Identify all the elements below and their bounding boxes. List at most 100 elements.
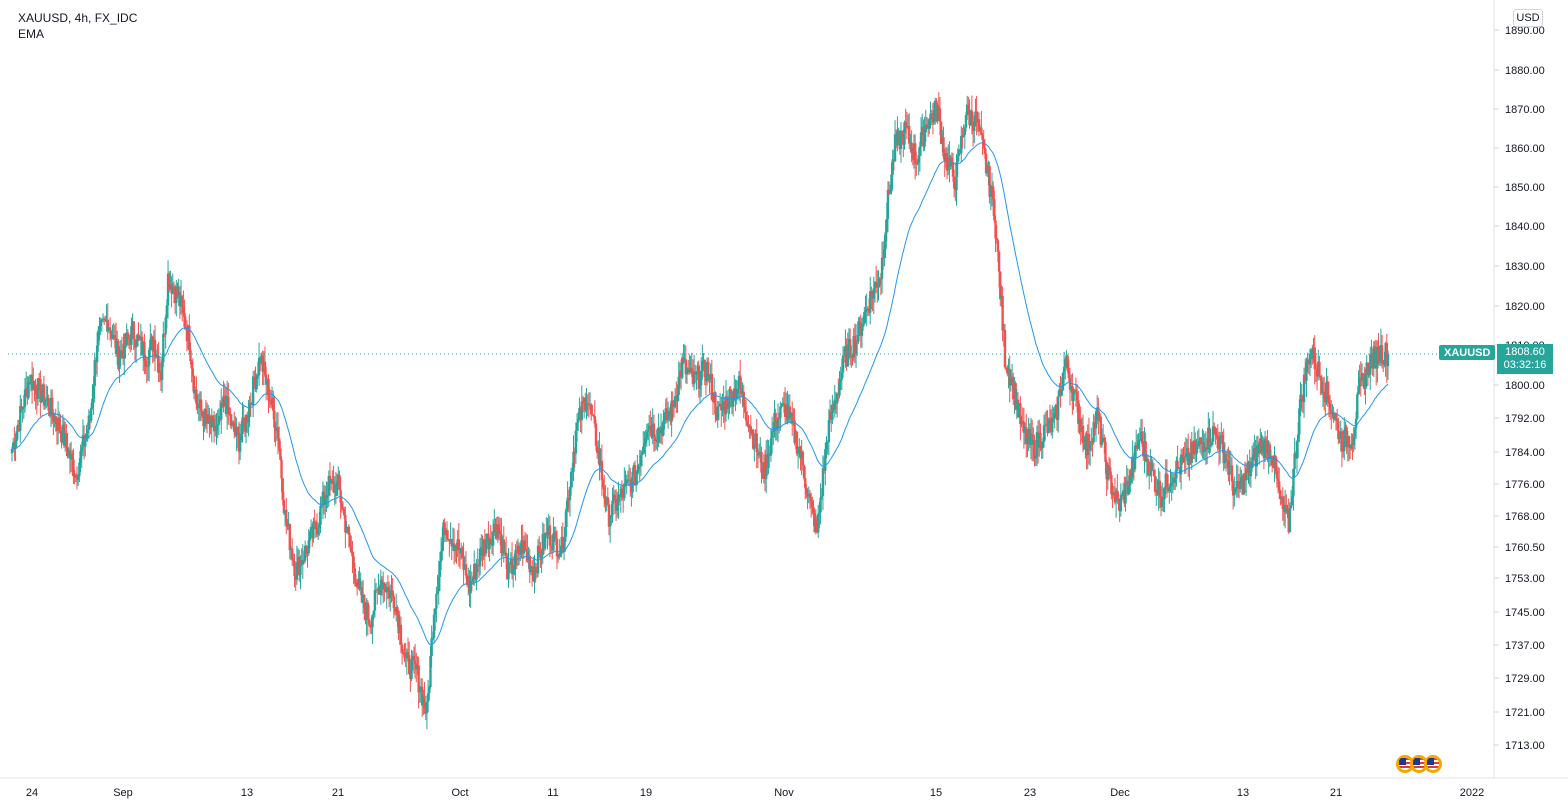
candle-body	[400, 644, 404, 653]
candle-body	[172, 286, 176, 291]
economic-events[interactable]	[1396, 755, 1442, 773]
candle-body	[870, 291, 873, 296]
candle-body	[251, 376, 255, 406]
candle-body	[163, 333, 166, 335]
us-flag-icon[interactable]	[1424, 755, 1442, 773]
candle-body	[1100, 441, 1104, 445]
candle-body	[736, 389, 740, 394]
candle-body	[625, 479, 628, 484]
candle-body	[1320, 380, 1324, 394]
candle-body	[97, 330, 100, 346]
candle-body	[217, 415, 221, 425]
candle-body	[111, 338, 114, 340]
candle-body	[117, 340, 120, 369]
candle-body	[899, 132, 903, 149]
candle-body	[801, 451, 805, 466]
candle-body	[825, 442, 828, 450]
candle-body	[1163, 487, 1166, 500]
candle-body	[548, 525, 552, 546]
candle-body	[1169, 485, 1172, 488]
candle-body	[216, 424, 219, 426]
time-axis[interactable]: 24 Sep 13 21 Oct 11 19 Nov 15 23 Dec 13 21 2022	[26, 787, 1484, 799]
candle-body	[937, 105, 940, 109]
candle-body	[603, 486, 606, 499]
candle-body	[383, 582, 386, 589]
candle-body	[1064, 359, 1067, 367]
candle-body	[441, 542, 444, 552]
candle-body	[854, 340, 858, 354]
candle-body	[980, 127, 983, 136]
candle-body	[176, 286, 179, 297]
candle-body	[1221, 435, 1224, 445]
candle-body	[335, 481, 339, 496]
candle-body	[657, 427, 660, 443]
candle-body	[432, 614, 436, 638]
candle-body	[110, 330, 113, 339]
candle-body	[157, 356, 160, 374]
candle-body	[1278, 481, 1281, 491]
candle-body	[14, 440, 17, 449]
candle-body	[735, 393, 738, 400]
candle-body	[417, 665, 420, 693]
candle-body	[229, 414, 232, 426]
candle-body	[805, 487, 808, 495]
currency-button[interactable]: USD	[1513, 9, 1543, 27]
candle-body	[103, 319, 106, 321]
candle-body	[779, 406, 782, 419]
candle-body	[833, 399, 836, 410]
candle-body	[523, 540, 527, 549]
candle-body	[276, 427, 280, 439]
candle-body	[19, 405, 22, 431]
candle-body	[236, 426, 239, 433]
candle-body	[964, 115, 968, 128]
candle-body	[71, 453, 74, 460]
candle-body	[113, 335, 117, 338]
candle-body	[1377, 346, 1380, 363]
candle-body	[263, 361, 267, 375]
candle-body	[917, 155, 920, 163]
candle-body	[1008, 368, 1011, 386]
candle-body	[1369, 353, 1372, 375]
candle-body	[791, 412, 794, 424]
candle-body	[653, 437, 657, 441]
candle-body	[838, 382, 841, 396]
candle-body	[1281, 496, 1284, 510]
candle-body	[821, 468, 825, 496]
candle-body	[166, 273, 170, 306]
symbol-price-label: XAUUSD	[1439, 345, 1496, 360]
candle-body	[1077, 400, 1080, 424]
candle-body	[776, 417, 780, 428]
candle-body	[1352, 436, 1355, 446]
legend-symbol-line[interactable]: XAUUSD, 4h, FX_IDC	[18, 11, 138, 25]
candle-body	[566, 497, 569, 509]
candle-body	[443, 522, 446, 535]
candle-body	[533, 566, 536, 581]
candle-body	[1360, 373, 1364, 381]
candle-body	[841, 355, 845, 373]
candle-body	[986, 171, 989, 174]
candle-body	[843, 355, 846, 357]
candle-body	[15, 431, 18, 441]
candle-body	[1373, 346, 1377, 349]
candle-body	[1068, 378, 1072, 390]
candle-body	[1202, 442, 1205, 453]
candle-body	[716, 406, 719, 420]
price-axis[interactable]: 1890.00 1880.00 1870.00 1860.00 1850.00 1840.…	[1494, 25, 1545, 752]
candle-body	[555, 538, 559, 557]
candle-body	[212, 418, 216, 432]
candle-body	[1234, 487, 1237, 492]
candle-body	[45, 399, 48, 402]
candle-body	[1174, 478, 1177, 483]
legend-indicator-ema[interactable]: EMA	[18, 27, 45, 41]
candle-body	[386, 586, 390, 588]
candle-body	[1133, 445, 1137, 470]
candle-body	[717, 405, 721, 407]
candle-body	[65, 432, 68, 447]
candle-body	[930, 113, 933, 116]
candle-body	[608, 517, 612, 527]
candle-body	[1009, 381, 1013, 386]
candle-body	[1367, 374, 1371, 376]
candle-body	[1230, 465, 1234, 482]
candle-body	[426, 693, 430, 702]
